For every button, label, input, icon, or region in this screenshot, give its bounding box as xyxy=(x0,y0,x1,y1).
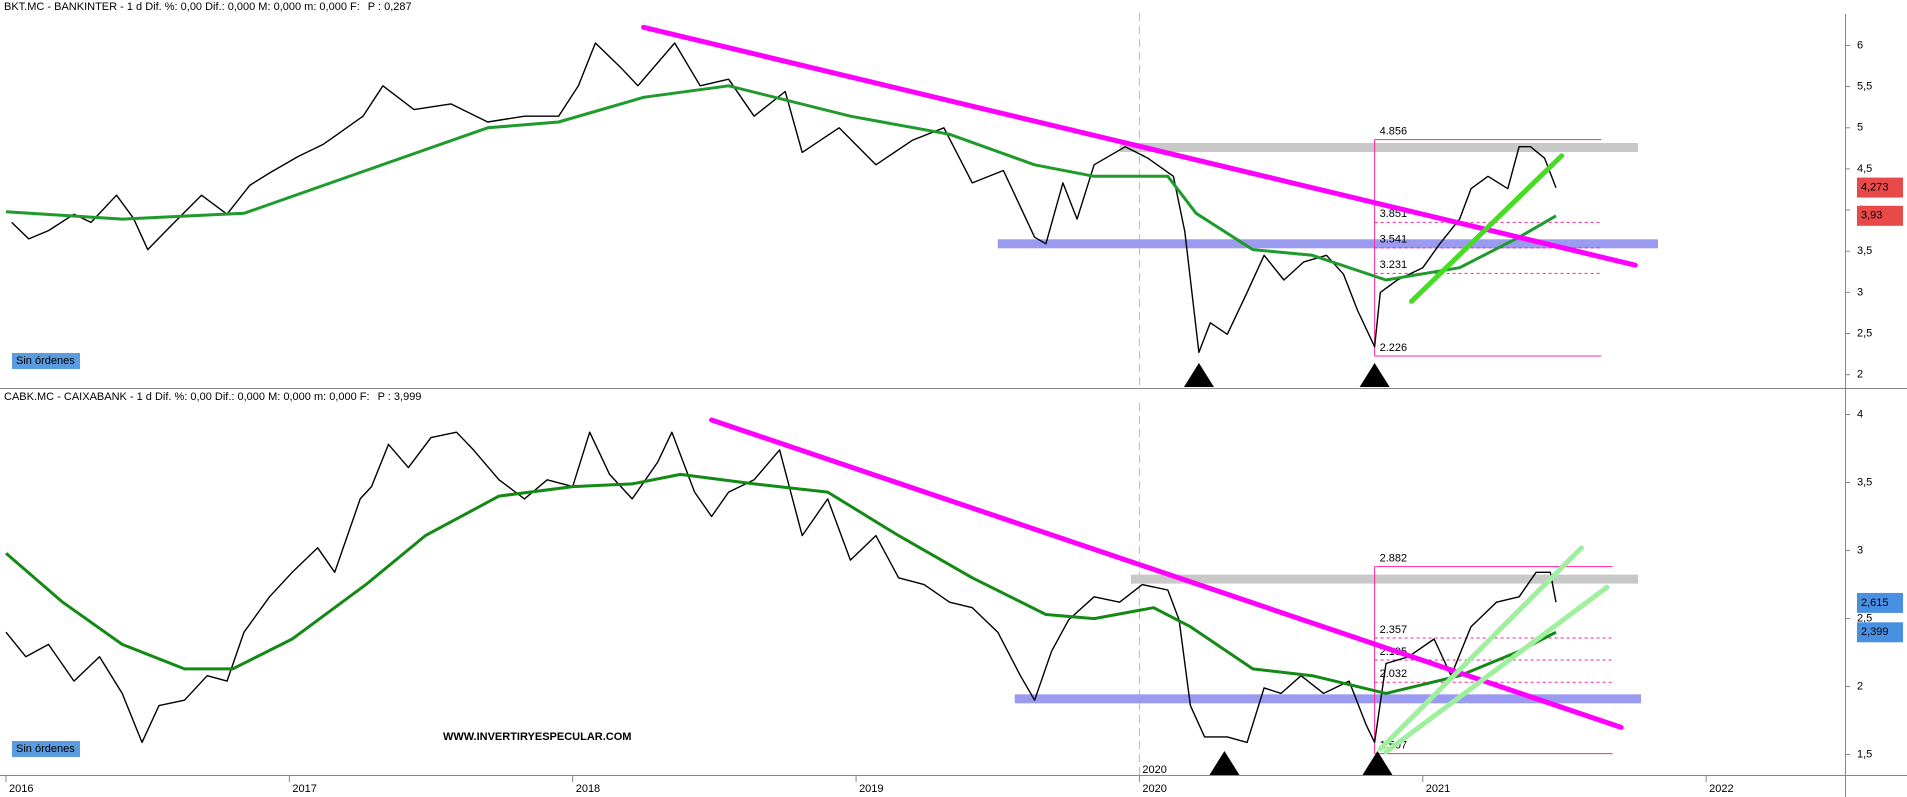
horizontal-band xyxy=(1130,574,1639,584)
panel-header-price: P : 3,999 xyxy=(378,391,422,403)
panel-header: BKT.MC - BANKINTER - 1 d Dif. %: 0,00 Di… xyxy=(4,1,360,13)
trend-line xyxy=(709,417,1624,730)
fib-label: 3.541 xyxy=(1380,234,1408,246)
price-line xyxy=(11,42,1557,354)
horizontal-band xyxy=(1014,694,1641,704)
y-tick-label: 2,5 xyxy=(1857,327,1872,339)
trend-line xyxy=(641,24,1638,268)
y-tick-label: 4,5 xyxy=(1857,163,1872,175)
y-tick-label: 3 xyxy=(1857,286,1863,298)
x-tick-label: 2019 xyxy=(859,783,883,795)
y-tick-label: 2 xyxy=(1857,369,1863,381)
panel-header-price: P : 0,287 xyxy=(368,1,412,13)
y-tick-label: 2 xyxy=(1857,680,1863,692)
low-marker xyxy=(1362,751,1393,775)
x-tick-label: 2021 xyxy=(1426,783,1450,795)
price-tag-label: 3,93 xyxy=(1861,210,1882,222)
trend-line xyxy=(1383,584,1610,755)
price-tag-label: 2,399 xyxy=(1861,626,1889,638)
trend-line xyxy=(1377,545,1584,752)
x-tick-label: 2020 xyxy=(1142,783,1166,795)
orders-badge-label: Sin órdenes xyxy=(16,743,75,755)
low-marker xyxy=(1183,363,1214,387)
fib-label: 3.231 xyxy=(1380,259,1408,271)
fib-label: 2.226 xyxy=(1380,342,1408,354)
price-tag xyxy=(1857,592,1903,613)
horizontal-band xyxy=(997,239,1658,249)
x-tick-label: 2016 xyxy=(9,783,33,795)
price-line xyxy=(5,84,1557,282)
year-divider-label: 2020 xyxy=(1142,764,1166,776)
y-tick-label: 2,5 xyxy=(1857,612,1872,624)
orders-badge xyxy=(12,741,80,757)
watermark: WWW.INVERTIRYESPECULAR.COM xyxy=(443,731,631,743)
price-tag xyxy=(1857,622,1903,643)
x-tick-label: 2017 xyxy=(292,783,316,795)
y-tick-label: 1,5 xyxy=(1857,749,1872,761)
fib-label: 2.032 xyxy=(1380,668,1408,680)
fib-label: 2.882 xyxy=(1380,553,1408,565)
price-line xyxy=(5,431,1557,744)
orders-badge xyxy=(12,353,80,369)
price-tag-label: 2,615 xyxy=(1861,597,1889,609)
orders-badge-label: Sin órdenes xyxy=(16,355,75,367)
price-tag xyxy=(1857,177,1903,198)
panel-header: CABK.MC - CAIXABANK - 1 d Dif. %: 0,00 D… xyxy=(4,391,370,403)
trend-line xyxy=(1408,153,1565,304)
fib-label: 4.856 xyxy=(1380,126,1408,138)
y-tick-label: 6 xyxy=(1857,39,1863,51)
y-tick-label: 5 xyxy=(1857,122,1863,134)
y-tick-label: 3 xyxy=(1857,544,1863,556)
x-tick-label: 2018 xyxy=(576,783,600,795)
price-line xyxy=(5,472,1557,695)
low-marker xyxy=(1359,363,1390,387)
y-tick-label: 3,5 xyxy=(1857,245,1872,257)
x-tick-label: 2022 xyxy=(1709,783,1733,795)
y-tick-label: 5,5 xyxy=(1857,81,1872,93)
y-tick-label: 3,5 xyxy=(1857,476,1872,488)
y-tick-label: 4 xyxy=(1857,408,1863,420)
price-tag-label: 4,273 xyxy=(1861,181,1889,193)
low-marker xyxy=(1209,751,1240,775)
price-tag xyxy=(1857,205,1903,226)
horizontal-band xyxy=(1119,143,1639,153)
fib-label: 2.357 xyxy=(1380,624,1408,636)
